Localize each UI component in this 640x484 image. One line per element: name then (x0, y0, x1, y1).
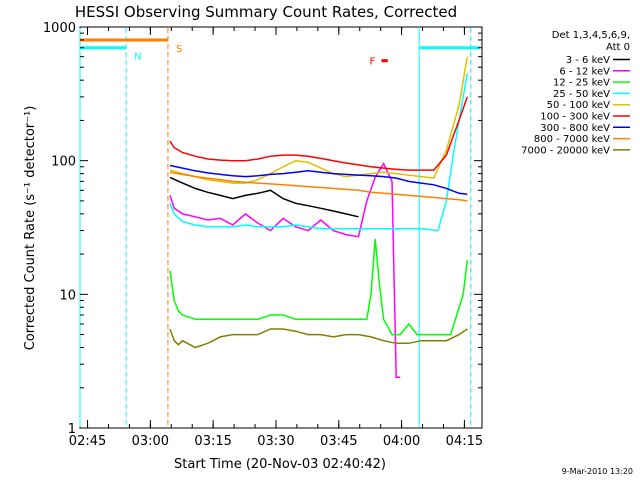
x-axis: 02:45 03:00 03:15 03:30 03:45 04:00 04:15 (69, 27, 483, 449)
legend-label: 100 - 300 keV (540, 112, 610, 123)
series-line (169, 238, 469, 336)
x-tick-label: 03:30 (257, 434, 294, 449)
legend-header: Att 0 (606, 42, 630, 53)
legend-header: Det 1,3,4,5,6,9, (552, 30, 630, 41)
series-line (169, 96, 469, 171)
y-axis: 1 10 100 1000 (43, 21, 482, 437)
x-tick-label: 04:15 (446, 434, 483, 449)
annotation-label: S (176, 44, 182, 55)
x-tick-label: 02:45 (69, 434, 106, 449)
plot-area: N S F (79, 26, 483, 429)
y-tick-label: 100 (51, 155, 76, 170)
series-line (169, 171, 468, 202)
legend-label: 50 - 100 keV (547, 100, 611, 111)
footer-date: 9-Mar-2010 13:20 (562, 467, 633, 476)
legend-label: 3 - 6 keV (566, 55, 610, 66)
series-line (169, 162, 401, 378)
y-tick-label: 1 (68, 422, 76, 437)
y-axis-label: Corrected Count Rate (s⁻¹ detector⁻¹) (23, 106, 38, 351)
series-line (169, 328, 468, 349)
y-tick-label: 10 (59, 288, 76, 303)
annotation-label: N (134, 52, 141, 63)
legend-label: 12 - 25 keV (553, 78, 610, 89)
legend-label: 6 - 12 keV (559, 66, 610, 77)
legend-label: 800 - 7000 keV (534, 134, 610, 145)
legend-label: 7000 - 20000 keV (521, 145, 610, 156)
x-tick-label: 03:45 (320, 434, 357, 449)
legend-label: 25 - 50 keV (553, 89, 610, 100)
legend-label: 300 - 800 keV (540, 123, 610, 134)
series-line (169, 176, 359, 218)
x-tick-label: 04:00 (383, 434, 420, 449)
annotation-label: F (370, 57, 376, 68)
x-tick-label: 03:00 (132, 434, 169, 449)
x-tick-label: 03:15 (194, 434, 231, 449)
chart-title: HESSI Observing Summary Count Rates, Cor… (75, 3, 457, 21)
series-line (169, 56, 469, 184)
series-line (169, 164, 468, 196)
x-axis-label: Start Time (20-Nov-03 02:40:42) (174, 457, 386, 472)
series-line (169, 73, 469, 232)
y-tick-label: 1000 (43, 21, 76, 36)
